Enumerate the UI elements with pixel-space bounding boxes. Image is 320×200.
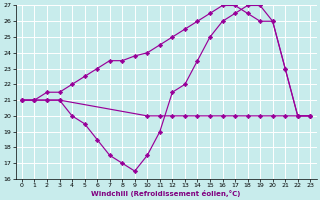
X-axis label: Windchill (Refroidissement éolien,°C): Windchill (Refroidissement éolien,°C): [92, 190, 241, 197]
